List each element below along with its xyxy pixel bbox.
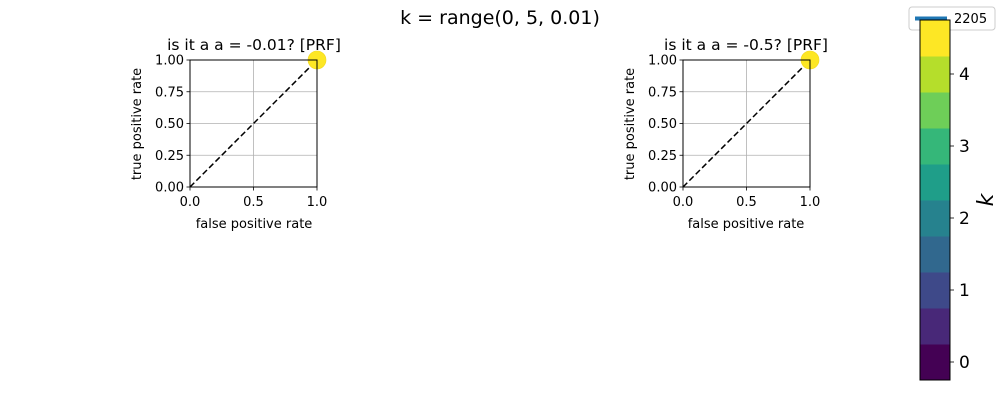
subplot-1-diagonal-line [189, 59, 318, 188]
colorbar-segment-9 [920, 20, 950, 57]
subplot-1-xlabel: false positive rate [196, 217, 313, 232]
colorbar-segment-1 [920, 308, 950, 345]
subplot-1-xtick-label-2: 1.0 [307, 195, 328, 210]
colorbar-segment-0 [920, 344, 950, 381]
subplot-2-xtick-label-1: 0.5 [736, 195, 757, 210]
subplot-2-x-ticks: 0.0 0.5 1.0 [673, 187, 821, 210]
subplot-2-xlabel: false positive rate [688, 217, 805, 232]
subplot-1-ytick-label-1: 0.25 [155, 149, 184, 164]
subplot-1-xtick-label-0: 0.0 [180, 195, 201, 210]
subplot-1-ytick-label-0: 0.00 [155, 181, 184, 196]
colorbar-segment-3 [920, 236, 950, 273]
subplot-1-diagonal [189, 59, 318, 188]
subplot-1-y-ticks: 0.00 0.25 0.50 0.75 1.00 [155, 54, 190, 196]
subplot-2-ytick-label-3: 0.75 [648, 85, 677, 100]
figure-suptitle: k = range(0, 5, 0.01) [400, 7, 600, 29]
colorbar-segment-6 [920, 128, 950, 165]
colorbar-frame [919, 19, 951, 381]
subplot-1-ytick-label-3: 0.75 [155, 85, 184, 100]
subplot-2-ytick-label-1: 0.25 [648, 149, 677, 164]
colorbar: 0 1 2 3 4 k [919, 19, 999, 381]
colorbar-ticks: 0 1 2 3 4 [950, 65, 970, 373]
colorbar-tick-label-3: 3 [959, 137, 970, 157]
colorbar-segments [920, 20, 950, 381]
colorbar-label: k [974, 192, 999, 206]
colorbar-segment-4 [920, 200, 950, 237]
subplot-1: is it a a = -0.01? [PRF] 0.0 0.5 1.0 0.000… [130, 36, 341, 232]
legend-entry-label: 2205 [954, 12, 987, 27]
subplot-2-diagonal [682, 59, 811, 188]
subplot-2: is it a a = -0.5? [PRF] 0.0 0.5 1.0 0.000.… [623, 36, 828, 232]
subplot-1-ytick-label-4: 1.00 [155, 54, 184, 69]
subplot-2-diagonal-line [682, 59, 811, 188]
subplot-2-ytick-label-2: 0.50 [648, 117, 677, 132]
colorbar-segment-8 [920, 56, 950, 93]
colorbar-segment-2 [920, 272, 950, 309]
colorbar-segment-7 [920, 92, 950, 129]
subplot-2-ylabel: true positive rate [623, 68, 638, 180]
subplot-2-title: is it a a = -0.5? [PRF] [664, 36, 828, 54]
subplot-2-xtick-label-2: 1.0 [800, 195, 821, 210]
subplot-1-ylabel: true positive rate [130, 68, 145, 180]
subplot-2-grid [682, 59, 811, 188]
colorbar-tick-label-1: 1 [959, 281, 970, 301]
subplot-1-ytick-label-2: 0.50 [155, 117, 184, 132]
colorbar-tick-label-0: 0 [959, 353, 970, 373]
subplot-2-ytick-label-0: 0.00 [648, 181, 677, 196]
subplot-2-xtick-label-0: 0.0 [673, 195, 694, 210]
colorbar-tick-label-2: 2 [959, 209, 970, 229]
subplot-1-x-ticks: 0.0 0.5 1.0 [180, 187, 328, 210]
subplot-2-ytick-label-4: 1.00 [648, 54, 677, 69]
colorbar-segment-5 [920, 164, 950, 201]
subplot-1-title: is it a a = -0.01? [PRF] [167, 36, 341, 54]
colorbar-tick-label-4: 4 [959, 65, 970, 85]
subplot-2-y-ticks: 0.00 0.25 0.50 0.75 1.00 [648, 54, 683, 196]
subplot-1-xtick-label-1: 0.5 [243, 195, 264, 210]
subplot-1-grid [189, 59, 318, 188]
